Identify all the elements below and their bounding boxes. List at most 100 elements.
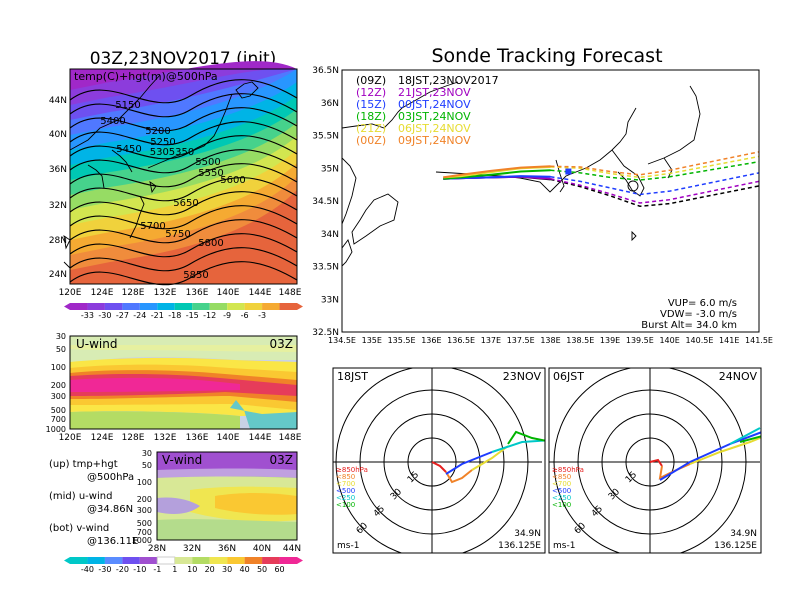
lon-tick-label: 139E: [600, 336, 620, 345]
lon-tick-label: 139.5E: [626, 336, 654, 345]
hodo-trace: [739, 435, 761, 443]
lat-tick-label: 36N: [49, 165, 67, 175]
lat-tick-label: 36N: [218, 544, 236, 554]
hodo-trace: [445, 451, 493, 475]
height-contour-line: [69, 261, 298, 286]
lat-tick-label: 28N: [148, 544, 166, 554]
contour-label: 5600: [220, 175, 245, 186]
contour-label: 5700: [140, 221, 165, 232]
hodo-legend-entry: <850: [336, 473, 355, 481]
colorbar-label: -15: [186, 311, 199, 320]
pressure-tick-label: 30: [142, 449, 152, 458]
lon-tick-label: 141E: [719, 336, 739, 345]
colorbar-swatch: [70, 557, 88, 564]
colorbar-label: -27: [116, 311, 129, 320]
lon-tick-label: 134.5E: [328, 336, 356, 345]
pressure-tick-label: 200: [137, 495, 152, 504]
hodo-legend-entry: ≥850hPa: [552, 466, 584, 474]
pressure-tick-label: 1000: [132, 536, 152, 545]
legend-code: (15Z): [356, 98, 386, 111]
hodo-trace: [649, 458, 663, 467]
colorbar-swatch: [227, 557, 245, 564]
note-sub: @500hPa: [87, 472, 134, 483]
coastline: [63, 74, 259, 269]
lon-tick-label: 128E: [122, 433, 145, 443]
hodo-trace: [659, 431, 761, 481]
contour-label: 5850: [183, 270, 208, 281]
height-contour-line: [69, 79, 298, 104]
pressure-tick-label: 50: [142, 461, 152, 470]
colorbar-label: 1: [172, 565, 177, 574]
contour-label: 5250: [150, 137, 175, 148]
track-line-dashed: [550, 155, 759, 179]
lat-tick-label: 44N: [283, 544, 301, 554]
note-head: (mid) u-wind: [49, 491, 112, 502]
height-contour-line: [69, 149, 298, 174]
lat-tick-label: 32N: [49, 201, 67, 211]
lat-tick-label: 36.5N: [312, 66, 339, 76]
contour-label: 5800: [198, 238, 223, 249]
track-line-solid: [443, 165, 551, 179]
hodo-legend-entry: <100: [552, 501, 571, 509]
uwind-label: U-wind: [76, 337, 117, 351]
height-contour-line: [69, 191, 298, 216]
lon-tick-label: 144E: [249, 288, 272, 298]
track-line-dashed: [550, 177, 759, 204]
height-contour-line: [69, 107, 298, 132]
lat-tick-label: 33.5N: [312, 263, 339, 273]
hodo-legend-entry: <250: [552, 494, 571, 502]
colorbar-swatch: [279, 557, 297, 564]
lat-tick-label: 40N: [253, 544, 271, 554]
colorbar-swatch: [262, 303, 280, 310]
colorbar-swatch: [174, 303, 193, 310]
track-line-dashed: [550, 151, 759, 176]
contour-label: 5650: [173, 198, 198, 209]
wind-colorbar: -40 -30 -20 -10 -1 1 10 20 30 40 50 60: [64, 556, 303, 574]
colorbar-swatch: [87, 303, 105, 310]
lon-tick-label: 132E: [154, 288, 177, 298]
upper-map-lon-ticks: 120E 124E 128E 132E 136E 140E 144E 148E: [59, 288, 302, 298]
height-contour-line: [69, 135, 298, 160]
lat-tick-label: 32N: [183, 544, 201, 554]
upper-map-lat-ticks: 44N 40N 36N 32N 28N 24N: [49, 96, 67, 280]
hodo-time: 06JST: [553, 370, 584, 383]
height-contour-line: [69, 121, 298, 146]
hodo-legend-entry: <500: [552, 487, 571, 495]
pressure-tick-label: 200: [51, 381, 66, 390]
hodo-unit: ms-1: [553, 541, 575, 551]
temp-band: [70, 61, 297, 90]
colorbar-arrow: [64, 303, 70, 310]
uwind-panel: U-wind 03Z 30 50 100 200 300 500 700 100…: [46, 332, 302, 443]
track-line-dashed: [550, 160, 759, 181]
hodo-legend-entry: <700: [336, 480, 355, 488]
colorbar-label: 50: [257, 565, 267, 574]
colorbar-swatch: [192, 557, 210, 564]
height-contour-line: [69, 247, 298, 272]
lon-tick-label: 120E: [59, 433, 82, 443]
colorbar-swatch: [192, 303, 210, 310]
colorbar-swatch: [244, 557, 263, 564]
colorbar-swatch: [174, 557, 193, 564]
note-head: (bot) v-wind: [49, 523, 109, 534]
lon-tick-label: 124E: [91, 288, 114, 298]
lon-tick-label: 136.5E: [447, 336, 475, 345]
pressure-tick-label: 700: [51, 415, 66, 424]
colorbar-label: 30: [222, 565, 232, 574]
colorbar-label: 60: [274, 565, 284, 574]
hodo-time: 18JST: [337, 370, 368, 383]
lon-tick-label: 120E: [59, 288, 82, 298]
map-title: Sonde Tracking Forecast: [431, 45, 662, 67]
lat-tick-label: 34N: [321, 230, 339, 240]
hodo-legend-entry: <500: [336, 487, 355, 495]
colorbar-swatch: [122, 557, 140, 564]
contour-label: 5550: [198, 168, 223, 179]
lat-tick-label: 32.5N: [312, 328, 339, 338]
colorbar-label: -9: [223, 311, 231, 320]
lat-tick-label: 40N: [49, 130, 67, 140]
height-contour-line: [69, 205, 298, 230]
vwind-time: 03Z: [270, 453, 294, 467]
temp-height-map: 5150 5200 5250 5305350 5400 5450 5500 55…: [49, 61, 303, 320]
legend-time: 18JST,23NOV2017: [398, 74, 499, 87]
